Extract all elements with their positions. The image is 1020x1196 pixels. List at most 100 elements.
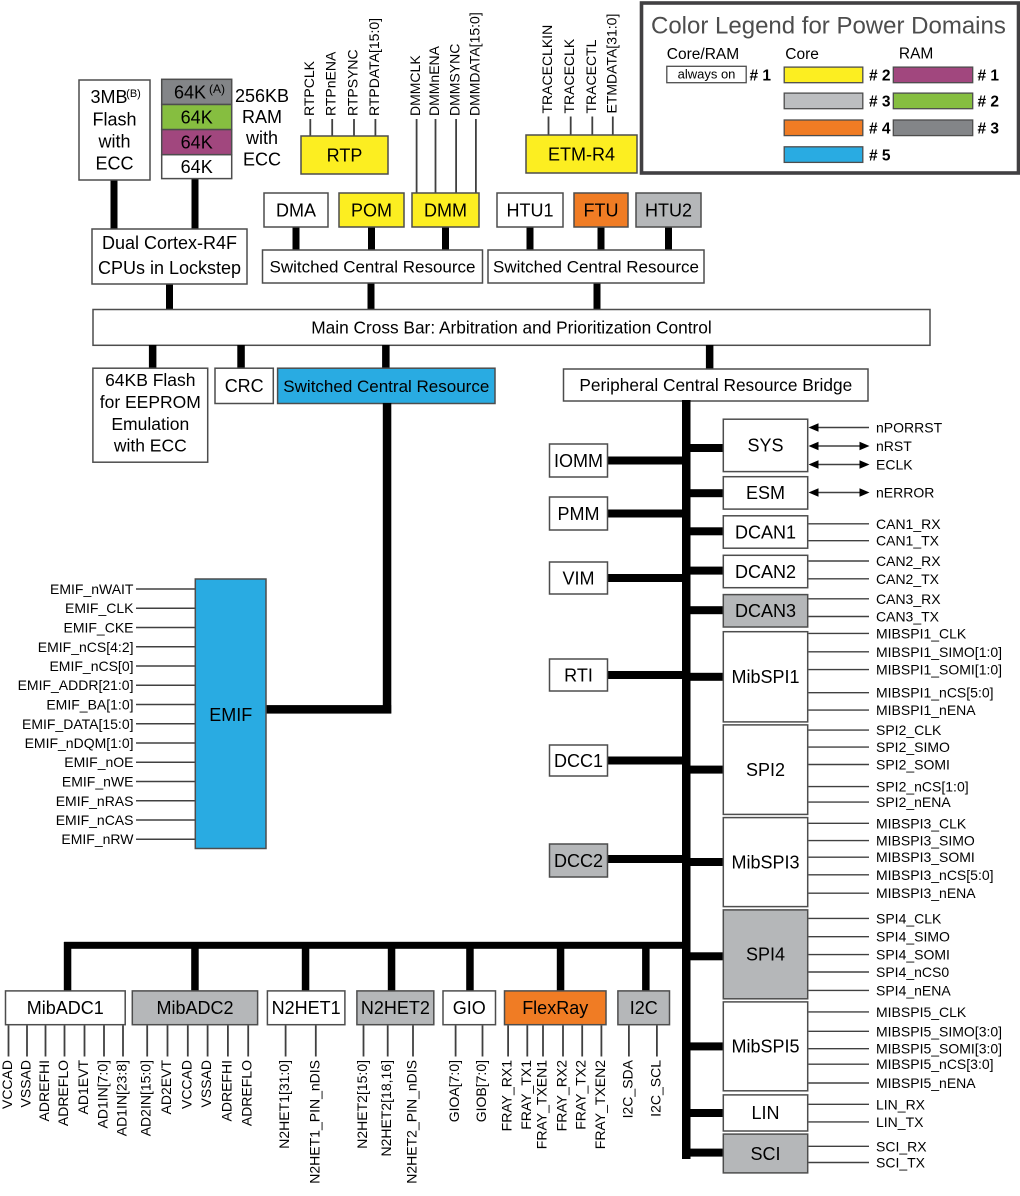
svg-text:I2C: I2C [630,998,658,1018]
svg-text:EMIF_CKE: EMIF_CKE [63,620,133,636]
svg-text:Color Legend for Power Domains: Color Legend for Power Domains [651,13,1006,40]
svg-text:VIM: VIM [562,568,594,588]
svg-text:RTPSYNC: RTPSYNC [345,49,361,116]
svg-text:64K: 64K [181,157,213,177]
svg-text:ADREFHI: ADREFHI [36,1060,52,1121]
svg-text:MIBSPI5_nENA: MIBSPI5_nENA [876,1075,976,1091]
svg-text:N2HET1[31:0]: N2HET1[31:0] [276,1060,292,1149]
svg-text:SCI_RX: SCI_RX [876,1138,927,1154]
svg-text:DCC1: DCC1 [554,751,603,771]
svg-text:MIBSPI5_CLK: MIBSPI5_CLK [876,1004,967,1020]
svg-text:RTPCLK: RTPCLK [301,60,317,116]
svg-text:Core: Core [785,46,819,63]
svg-text:N2HET1: N2HET1 [272,998,341,1018]
svg-text:MIBSPI1_SOMI[1:0]: MIBSPI1_SOMI[1:0] [876,662,1002,678]
svg-text:FlexRay: FlexRay [522,998,588,1018]
svg-text:RTP: RTP [327,145,363,165]
svg-text:EMIF_nCAS: EMIF_nCAS [56,812,134,828]
svg-text:always on: always on [678,66,736,81]
svg-text:MIBSPI3_CLK: MIBSPI3_CLK [876,815,967,831]
svg-text:IOMM: IOMM [554,451,603,471]
svg-text:FTU: FTU [584,200,619,220]
svg-text:N2HET2[15:0]: N2HET2[15:0] [354,1060,370,1149]
svg-text:RTPDATA[15:0]: RTPDATA[15:0] [366,18,382,116]
svg-text:SYS: SYS [747,436,783,456]
svg-text:GIOB[7:0]: GIOB[7:0] [473,1060,489,1122]
svg-text:FRAY_TX1: FRAY_TX1 [518,1060,534,1130]
svg-text:256KB: 256KB [235,86,289,106]
svg-text:MIBSPI3_SOMI: MIBSPI3_SOMI [876,849,975,865]
svg-text:# 3: # 3 [869,94,891,111]
svg-text:DMMSYNC: DMMSYNC [447,44,463,116]
svg-text:VSSAD: VSSAD [198,1060,214,1107]
svg-text:# 4: # 4 [869,121,891,138]
svg-text:FRAY_RX2: FRAY_RX2 [554,1060,570,1132]
svg-text:DMMCLK: DMMCLK [407,55,423,116]
svg-text:# 3: # 3 [978,121,1000,138]
svg-text:EMIF_CLK: EMIF_CLK [65,600,134,616]
svg-text:Emulation: Emulation [111,414,189,434]
svg-text:EMIF_nDQM[1:0]: EMIF_nDQM[1:0] [25,735,134,751]
svg-text:N2HET1_PIN_nDIS: N2HET1_PIN_nDIS [306,1060,322,1184]
svg-text:CRC: CRC [225,376,264,396]
svg-text:EMIF_nWE: EMIF_nWE [62,774,134,790]
svg-text:EMIF_nRW: EMIF_nRW [61,831,134,847]
svg-text:ADREFLO: ADREFLO [55,1060,71,1126]
svg-text:FRAY_TX2: FRAY_TX2 [573,1060,589,1130]
svg-text:EMIF_nWAIT: EMIF_nWAIT [50,581,134,597]
svg-text:ETMDATA[31:0]: ETMDATA[31:0] [603,14,619,114]
svg-text:CAN3_RX: CAN3_RX [876,591,941,607]
svg-text:LIN_TX: LIN_TX [876,1114,924,1130]
svg-text:POM: POM [351,200,392,220]
svg-text:MibSPI3: MibSPI3 [731,852,799,872]
svg-text:MibADC1: MibADC1 [27,998,104,1018]
svg-text:EMIF_nCS[0]: EMIF_nCS[0] [49,658,133,674]
svg-text:RTPnENA: RTPnENA [323,51,339,116]
svg-text:HTU1: HTU1 [506,200,553,220]
svg-text:# 2: # 2 [869,68,891,85]
svg-text:AD1IN[23:8]: AD1IN[23:8] [114,1060,130,1136]
svg-text:VCCAD: VCCAD [0,1060,15,1109]
svg-text:RAM: RAM [899,45,933,62]
svg-text:with ECC: with ECC [113,436,187,456]
svg-text:DCAN2: DCAN2 [735,562,796,582]
svg-text:SPI4_SOMI: SPI4_SOMI [876,947,950,963]
svg-text:EMIF_DATA[15:0]: EMIF_DATA[15:0] [22,716,134,732]
svg-text:3MB: 3MB [90,87,127,107]
svg-text:nRST: nRST [876,438,912,454]
svg-text:MIBSPI5_SOMI[3:0]: MIBSPI5_SOMI[3:0] [876,1041,1002,1057]
svg-text:GIOA[7:0]: GIOA[7:0] [446,1060,462,1122]
svg-text:MIBSPI3_nENA: MIBSPI3_nENA [876,885,976,901]
svg-text:64K: 64K [181,133,213,153]
svg-text:HTU2: HTU2 [645,200,692,220]
svg-text:N2HET2_PIN_nDIS: N2HET2_PIN_nDIS [404,1060,420,1184]
svg-text:with: with [245,128,278,148]
svg-text:MibSPI1: MibSPI1 [731,667,799,687]
svg-text:# 2: # 2 [978,94,1000,111]
svg-text:SPI4_nENA: SPI4_nENA [876,982,951,998]
svg-text:Main Cross Bar: Arbitration an: Main Cross Bar: Arbitration and Prioriti… [311,318,712,338]
svg-text:CAN2_TX: CAN2_TX [876,571,940,587]
svg-text:SPI2_nENA: SPI2_nENA [876,794,951,810]
svg-text:ETM-R4: ETM-R4 [548,144,615,164]
svg-text:ESM: ESM [746,483,785,503]
svg-text:EMIF_nCS[4:2]: EMIF_nCS[4:2] [38,639,134,655]
svg-text:ECLK: ECLK [876,457,913,473]
svg-text:# 1: # 1 [750,68,772,85]
svg-text:SPI4_CLK: SPI4_CLK [876,910,942,926]
svg-text:MIBSPI1_CLK: MIBSPI1_CLK [876,625,967,641]
svg-text:TRACECLKIN: TRACECLKIN [539,25,555,114]
svg-text:Switched Central Resource: Switched Central Resource [270,257,476,276]
svg-text:with: with [97,132,130,152]
svg-text:MIBSPI3_nCS[5:0]: MIBSPI3_nCS[5:0] [876,867,994,883]
svg-text:SPI2_CLK: SPI2_CLK [876,722,942,738]
svg-text:64KB Flash: 64KB Flash [105,370,195,390]
svg-text:SPI2_SOMI: SPI2_SOMI [876,757,950,773]
svg-text:AD1EVT: AD1EVT [75,1060,91,1115]
svg-text:RTI: RTI [564,665,593,685]
svg-text:LIN_RX: LIN_RX [876,1096,926,1112]
svg-text:CPUs in Lockstep: CPUs in Lockstep [98,258,241,278]
svg-text:MibSPI5: MibSPI5 [731,1037,799,1057]
svg-text:nERROR: nERROR [876,485,934,501]
svg-text:SPI4: SPI4 [746,945,785,965]
